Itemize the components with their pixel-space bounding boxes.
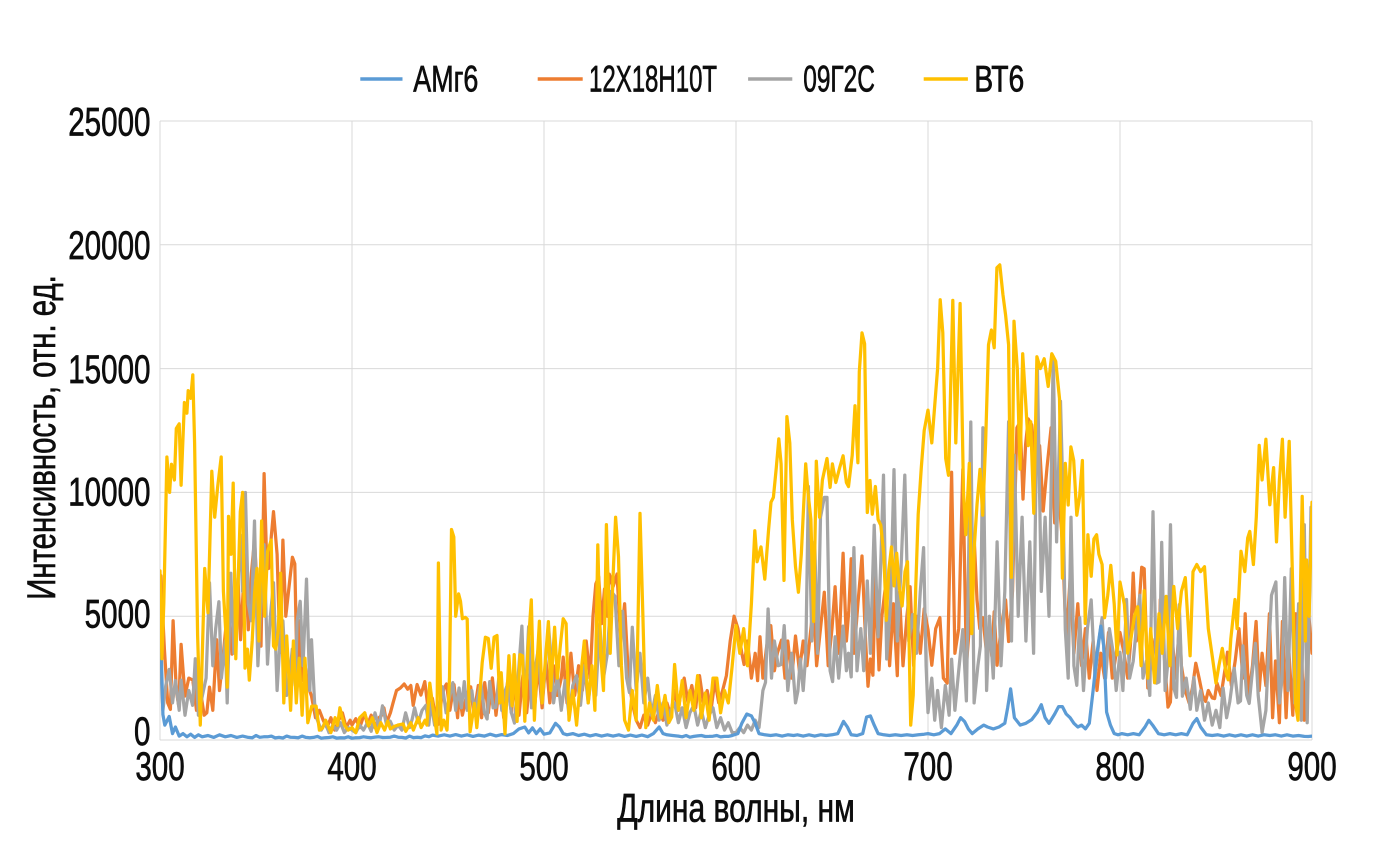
svg-text:ВТ6: ВТ6	[974, 58, 1024, 100]
svg-text:12Х18Н10Т: 12Х18Н10Т	[589, 58, 717, 100]
svg-text:АМг6: АМг6	[413, 58, 478, 99]
svg-text:20000: 20000	[68, 224, 150, 268]
svg-text:Длина волны, нм: Длина волны, нм	[617, 786, 855, 830]
svg-text:900: 900	[1287, 745, 1336, 789]
svg-text:500: 500	[519, 745, 568, 789]
svg-text:5000: 5000	[85, 592, 151, 636]
svg-text:Интенсивность, отн. ед.: Интенсивность, отн. ед.	[20, 275, 64, 599]
svg-text:400: 400	[327, 745, 376, 789]
svg-text:700: 700	[903, 745, 952, 789]
svg-text:600: 600	[711, 745, 760, 789]
svg-text:300: 300	[135, 745, 184, 789]
svg-text:800: 800	[1095, 745, 1144, 789]
svg-text:15000: 15000	[68, 348, 150, 392]
svg-text:09Г2С: 09Г2С	[803, 58, 875, 99]
svg-text:0: 0	[134, 710, 150, 754]
svg-text:10000: 10000	[68, 470, 150, 514]
svg-text:25000: 25000	[68, 100, 150, 144]
